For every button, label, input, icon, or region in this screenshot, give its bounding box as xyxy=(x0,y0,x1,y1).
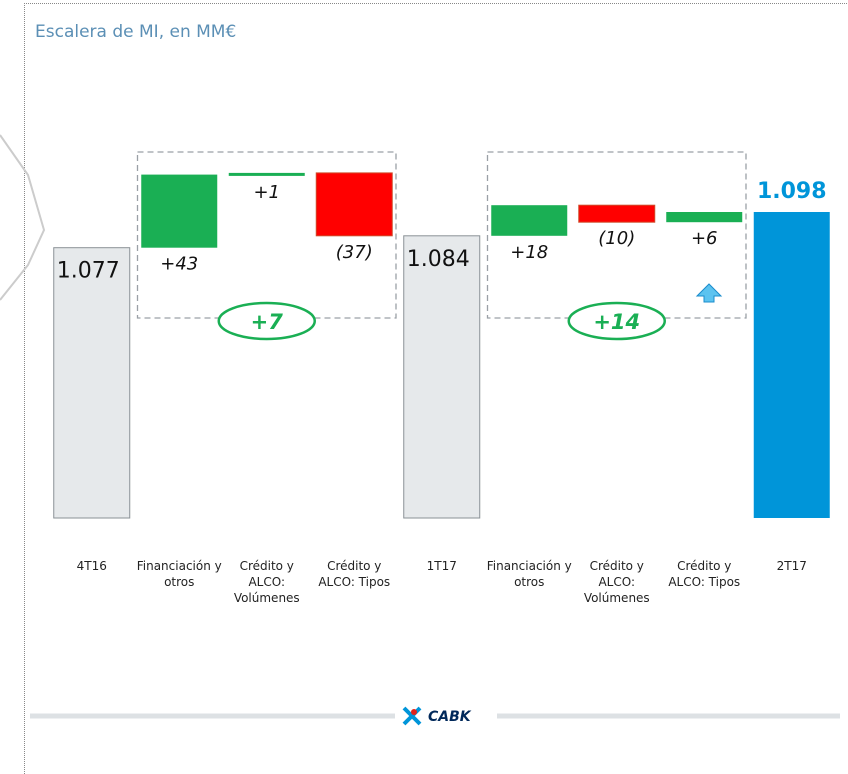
value-label: +43 xyxy=(160,254,198,275)
delta-bar xyxy=(315,172,393,237)
group-label: +7 xyxy=(251,310,284,334)
arrow-icon xyxy=(695,283,723,303)
delta-bar xyxy=(228,172,305,176)
total-bar xyxy=(53,247,131,519)
value-label: +1 xyxy=(253,182,280,203)
delta-bar xyxy=(666,212,743,223)
total-bar xyxy=(403,235,481,519)
delta-bar xyxy=(491,205,568,236)
chevron xyxy=(0,134,46,301)
chart-title: Escalera de MI, en MM€ xyxy=(35,22,237,42)
x-tick-label: Crédito y ALCO: Volúmenes xyxy=(233,559,300,605)
value-label: (37) xyxy=(336,242,373,263)
value-label: 1.077 xyxy=(57,259,120,284)
value-label: 1.098 xyxy=(757,179,827,204)
x-tick-label: Crédito y ALCO: Tipos xyxy=(668,559,741,589)
value-label: 1.084 xyxy=(407,247,470,272)
x-tick-label: 1T17 xyxy=(426,559,457,573)
x-tick-label: 2T17 xyxy=(776,559,807,573)
delta-bar xyxy=(141,174,218,248)
group-ellipse xyxy=(567,301,666,341)
group-ellipse xyxy=(217,301,316,341)
x-tick-label: Financiación y otros xyxy=(486,559,572,589)
logo-icon xyxy=(402,706,422,726)
x-tick-label: Crédito y ALCO: Tipos xyxy=(318,559,391,589)
x-tick-label: Crédito y ALCO: Volúmenes xyxy=(583,559,650,605)
value-label: +6 xyxy=(691,228,718,249)
value-label: +18 xyxy=(510,242,548,263)
x-tick-label: 4T16 xyxy=(76,559,107,573)
slide-frame xyxy=(24,3,848,774)
delta-bar xyxy=(578,204,656,223)
group-label: +14 xyxy=(593,310,640,334)
value-label: (10) xyxy=(598,228,635,249)
footer-text: CABK xyxy=(428,709,472,725)
total-bar xyxy=(753,212,830,518)
x-tick-label: Financiación y otros xyxy=(136,559,222,589)
